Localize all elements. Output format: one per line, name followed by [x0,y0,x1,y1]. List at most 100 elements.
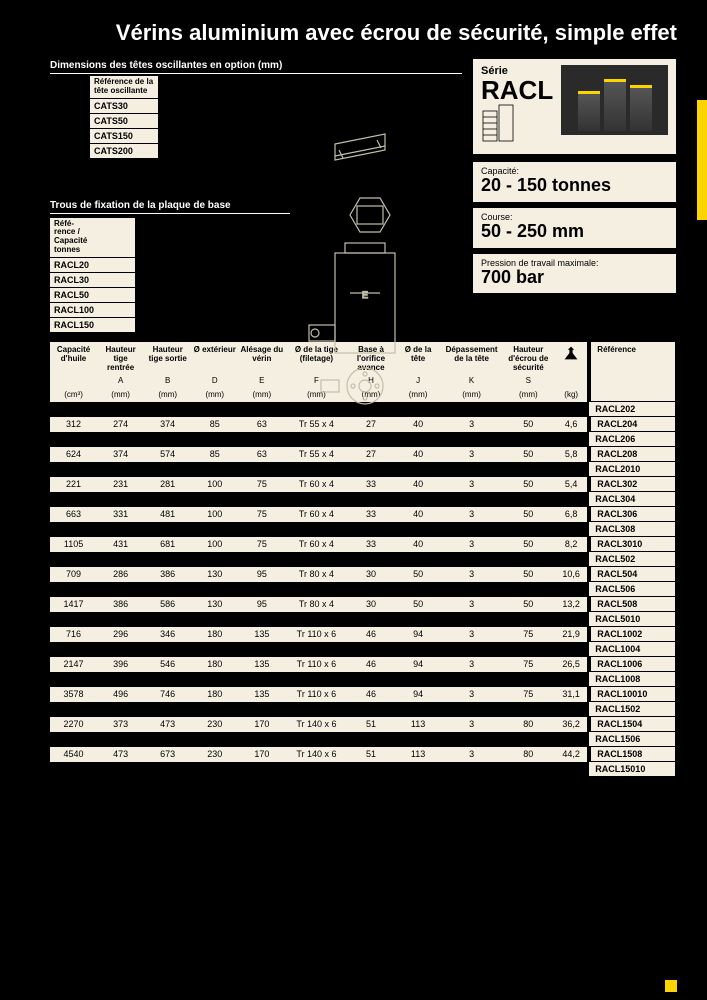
table-row: RACL1004 [50,642,675,657]
table-cell: 281 [144,477,191,492]
table-cell: Tr 55 x 4 [285,417,347,432]
table-cell: 3 [442,537,502,552]
table-cell: Tr 80 x 4 [285,597,347,612]
table-cell: 374 [144,417,191,432]
table-cell: 2147 [50,657,97,672]
table-cell: 40 [395,477,442,492]
table-cell: 473 [144,717,191,732]
table-cell: 274 [97,417,144,432]
table-cell: 40 [395,537,442,552]
reference-cell: RACL208 [589,447,675,462]
table-row: RACL2010 [50,462,675,477]
reference-cell: RACL1508 [589,747,675,762]
reference-cell: RACL1506 [589,732,675,747]
table-cell: 27 [347,447,394,462]
reference-cell: RACL10010 [589,687,675,702]
reference-cell: RACL306 [589,507,675,522]
table-cell: 230 [191,717,238,732]
technical-diagrams: E [290,58,430,411]
table-cell: 3 [442,627,502,642]
table-cell: 396 [97,657,144,672]
table-cell: 27 [347,417,394,432]
table-cell: 50 [395,567,442,582]
table-cell: 3 [442,447,502,462]
spec-box: Pression de travail maximale:700 bar [472,253,677,295]
table-cell: 33 [347,507,394,522]
column-sym: S [502,375,556,388]
table-cell: 10,6 [555,567,589,582]
table-cell: 75 [238,507,285,522]
column-header: Hauteur tige sortie [144,342,191,376]
table-cell: 63 [238,447,285,462]
product-photo [561,65,668,135]
table-cell: 50 [502,447,556,462]
table-cell: 130 [191,567,238,582]
table-cell: 473 [97,747,144,762]
table-cell: 170 [238,717,285,732]
reference-cell: RACL1006 [589,657,675,672]
tilting-heads-col-label: Référence de la tête oscillante [90,76,158,98]
base-plate-col-label: Réfé- rence / Capacité tonnes [50,218,135,257]
table-cell: 30 [347,597,394,612]
table-cell: 546 [144,657,191,672]
table-cell: 3 [442,687,502,702]
table-row: 4540473673230170Tr 140 x 65111338044,2RA… [50,747,675,762]
table-cell: 26,5 [555,657,589,672]
list-item: RACL50 [50,287,135,302]
table-cell: 30 [347,567,394,582]
table-cell: 346 [144,627,191,642]
table-cell: 130 [191,597,238,612]
table-cell: Tr 110 x 6 [285,657,347,672]
table-row: RACL15010 [50,762,675,777]
table-cell: 46 [347,687,394,702]
table-cell: 221 [50,477,97,492]
table-cell: 586 [144,597,191,612]
table-cell: 50 [502,567,556,582]
table-cell: 63 [238,417,285,432]
column-header: Hauteur tige rentrée [97,342,144,376]
table-cell: 624 [50,447,97,462]
table-cell: Tr 80 x 4 [285,567,347,582]
spec-box: Capacité:20 - 150 tonnes [472,161,677,203]
table-cell: 50 [502,537,556,552]
table-cell: 386 [144,567,191,582]
table-row: RACL502 [50,552,675,567]
table-row: 3578496746180135Tr 110 x 6469437531,1RAC… [50,687,675,702]
table-cell: Tr 140 x 6 [285,717,347,732]
table-cell: 33 [347,537,394,552]
table-cell: 40 [395,417,442,432]
table-cell: 46 [347,627,394,642]
table-cell: 135 [238,687,285,702]
column-unit: (kg) [555,389,589,402]
table-cell: 5,4 [555,477,589,492]
reference-cell: RACL302 [589,477,675,492]
column-unit: (mm) [502,389,556,402]
table-cell: 80 [502,747,556,762]
table-cell: 135 [238,657,285,672]
spec-value: 50 - 250 mm [481,222,668,242]
footer-icon [665,980,677,992]
table-cell: 3 [442,717,502,732]
table-cell: 40 [395,507,442,522]
column-header: Hauteur d'écrou de sécurité [502,342,556,376]
table-cell: 75 [502,627,556,642]
table-cell: 50 [395,597,442,612]
table-cell: 3 [442,597,502,612]
table-cell: 44,2 [555,747,589,762]
reference-cell: RACL15010 [589,762,675,777]
column-unit: (mm) [442,389,502,402]
table-cell: 373 [97,717,144,732]
table-cell: 180 [191,657,238,672]
table-cell: 36,2 [555,717,589,732]
table-cell: 85 [191,447,238,462]
table-cell: 180 [191,627,238,642]
list-item: CATS50 [90,113,158,128]
table-cell: 6,8 [555,507,589,522]
reference-cell: RACL1002 [589,627,675,642]
left-column: Dimensions des têtes oscillantes en opti… [50,58,462,332]
table-cell: 709 [50,567,97,582]
table-cell: 94 [395,627,442,642]
table-cell: 33 [347,477,394,492]
table-row: RACL308 [50,522,675,537]
table-cell: 1105 [50,537,97,552]
